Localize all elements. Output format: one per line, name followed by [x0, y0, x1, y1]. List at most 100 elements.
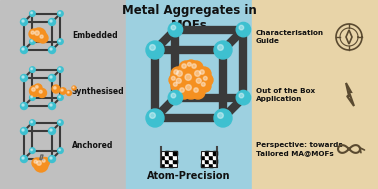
Circle shape — [22, 104, 24, 106]
Circle shape — [20, 19, 28, 26]
Circle shape — [59, 12, 60, 14]
Bar — [173, 159, 177, 163]
Circle shape — [180, 88, 184, 92]
Circle shape — [168, 22, 183, 37]
Circle shape — [146, 41, 164, 59]
Circle shape — [57, 67, 63, 72]
Circle shape — [174, 70, 178, 74]
Circle shape — [31, 121, 33, 123]
Bar — [213, 155, 217, 159]
Circle shape — [171, 80, 183, 92]
Circle shape — [182, 81, 200, 99]
Circle shape — [218, 113, 223, 118]
Bar — [201, 159, 205, 163]
Circle shape — [48, 46, 56, 53]
Circle shape — [50, 104, 52, 106]
Circle shape — [186, 85, 191, 90]
Circle shape — [236, 90, 251, 105]
Bar — [165, 159, 169, 163]
Circle shape — [179, 61, 193, 75]
Circle shape — [34, 160, 37, 163]
Circle shape — [57, 95, 63, 100]
Circle shape — [72, 86, 76, 90]
Bar — [209, 151, 213, 155]
Circle shape — [48, 128, 56, 135]
Text: Characterisation
Guide: Characterisation Guide — [256, 30, 324, 44]
Bar — [201, 151, 205, 155]
Circle shape — [31, 40, 33, 42]
Circle shape — [177, 71, 182, 76]
Circle shape — [169, 74, 181, 86]
Circle shape — [20, 156, 28, 163]
Bar — [213, 151, 217, 155]
Circle shape — [20, 102, 28, 109]
Circle shape — [34, 84, 42, 92]
Circle shape — [236, 22, 251, 37]
Circle shape — [203, 76, 207, 80]
Circle shape — [48, 102, 56, 109]
Circle shape — [181, 70, 201, 90]
Circle shape — [239, 25, 244, 30]
Circle shape — [42, 159, 45, 162]
Circle shape — [31, 31, 34, 34]
Circle shape — [59, 68, 60, 70]
Circle shape — [31, 12, 33, 14]
Circle shape — [239, 93, 244, 98]
Circle shape — [52, 85, 60, 93]
Text: Metal Aggregates in
MOFs: Metal Aggregates in MOFs — [122, 4, 256, 32]
Circle shape — [191, 67, 209, 85]
Circle shape — [201, 82, 205, 86]
Circle shape — [22, 129, 24, 131]
Bar — [201, 155, 205, 159]
Circle shape — [168, 90, 183, 105]
Circle shape — [22, 20, 24, 22]
Bar — [209, 155, 213, 159]
Bar — [169, 151, 173, 155]
Circle shape — [59, 96, 60, 98]
Circle shape — [32, 88, 35, 91]
Circle shape — [29, 29, 39, 39]
Circle shape — [59, 149, 60, 151]
Bar — [209, 159, 213, 163]
Circle shape — [191, 85, 205, 99]
Circle shape — [176, 78, 181, 83]
Circle shape — [171, 76, 175, 80]
Circle shape — [36, 86, 38, 88]
Circle shape — [48, 74, 56, 81]
Bar — [169, 155, 173, 159]
Circle shape — [150, 113, 155, 118]
Bar — [165, 155, 169, 159]
Circle shape — [29, 11, 35, 16]
Circle shape — [39, 90, 42, 93]
Circle shape — [218, 45, 223, 50]
Bar — [161, 151, 177, 167]
Circle shape — [173, 67, 191, 85]
Circle shape — [195, 71, 200, 76]
Circle shape — [48, 19, 56, 26]
Circle shape — [29, 85, 40, 97]
Bar — [201, 151, 217, 167]
Circle shape — [189, 61, 203, 75]
Bar — [173, 151, 177, 155]
Circle shape — [193, 75, 209, 91]
Circle shape — [197, 67, 211, 81]
Circle shape — [185, 74, 191, 80]
Circle shape — [34, 158, 48, 172]
Circle shape — [29, 39, 35, 44]
Circle shape — [67, 91, 71, 95]
Bar — [173, 163, 177, 167]
Circle shape — [29, 120, 35, 125]
Circle shape — [29, 95, 35, 100]
Circle shape — [194, 88, 198, 92]
Circle shape — [22, 157, 24, 159]
Bar — [209, 163, 213, 167]
Bar — [205, 159, 209, 163]
Text: Embedded: Embedded — [72, 32, 118, 40]
Circle shape — [29, 67, 35, 72]
Bar — [161, 155, 165, 159]
Circle shape — [199, 80, 211, 92]
Circle shape — [37, 88, 46, 98]
Circle shape — [40, 157, 50, 167]
Circle shape — [31, 96, 33, 98]
Bar — [173, 155, 177, 159]
